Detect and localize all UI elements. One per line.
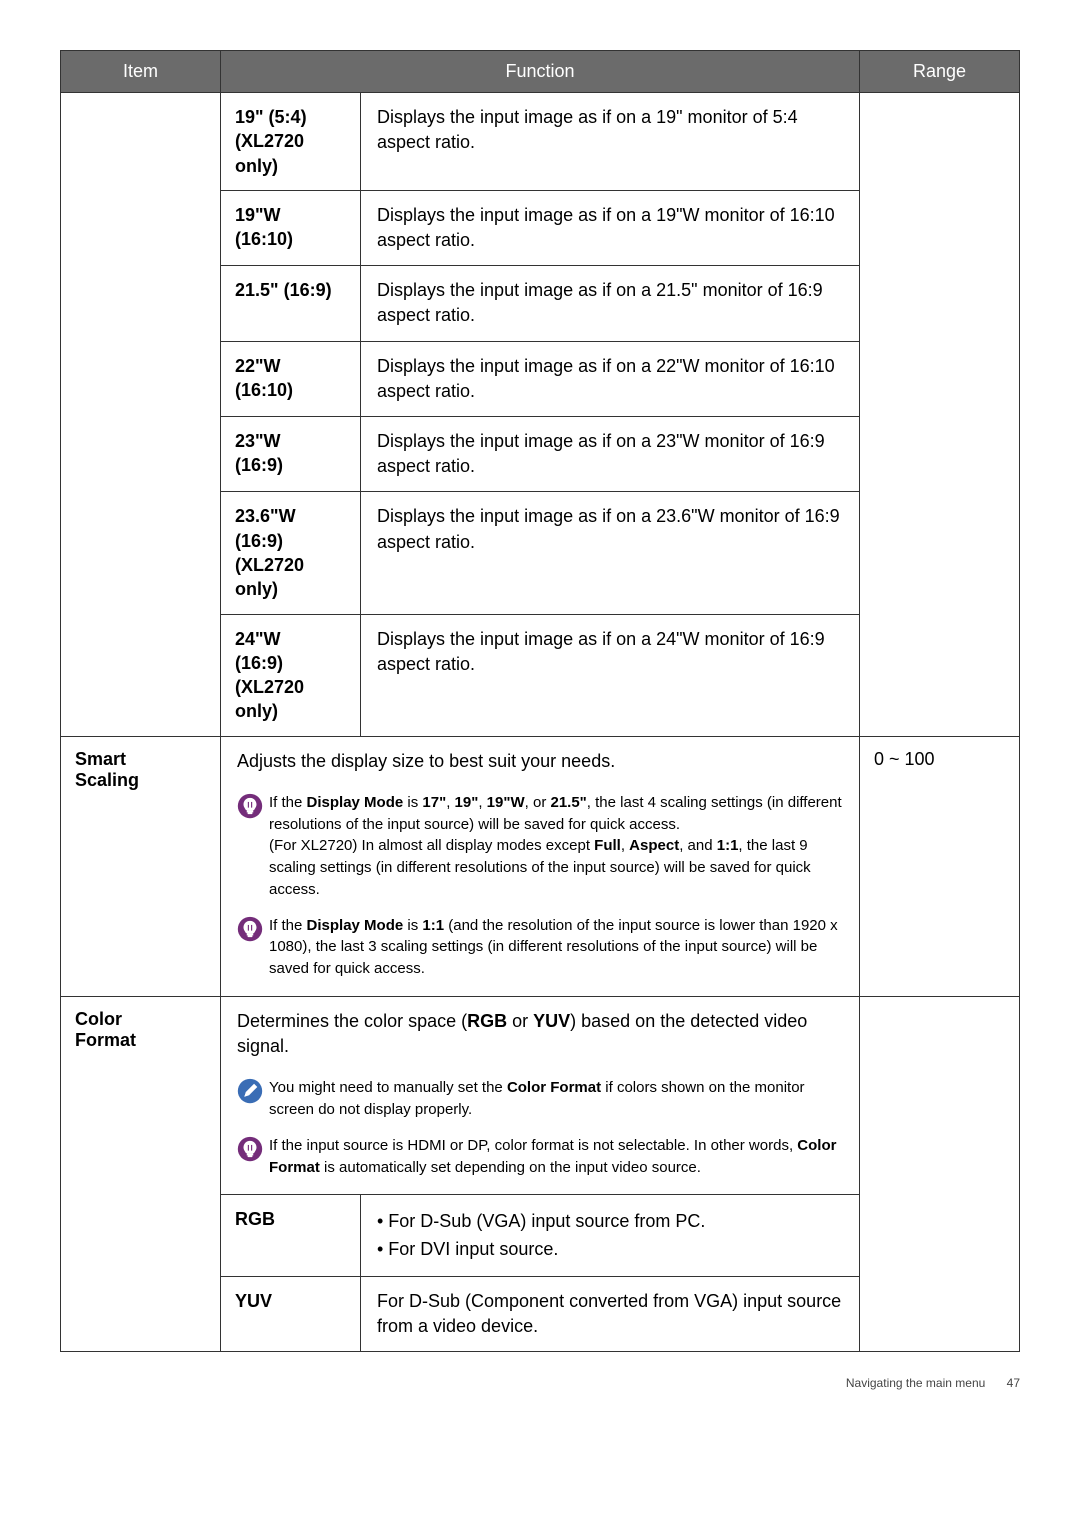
- mode-label: 19" (5:4)(XL2720 only): [221, 93, 361, 191]
- mode-label: 19"W(16:10): [221, 190, 361, 265]
- mode-label: 21.5" (16:9): [221, 266, 361, 341]
- smart-note-1: If the Display Mode is 17", 19", 19"W, o…: [237, 792, 843, 901]
- color-note-b: If the input source is HDMI or DP, color…: [237, 1135, 843, 1179]
- rgb-bullet-1: • For D-Sub (VGA) input source from PC.: [377, 1209, 843, 1234]
- range-cell-blank: [860, 93, 1020, 737]
- color-note-a: You might need to manually set the Color…: [237, 1077, 843, 1121]
- smart-note-1-text: If the Display Mode is 17", 19", 19"W, o…: [269, 792, 843, 901]
- item-smart-scaling: SmartScaling: [61, 736, 221, 996]
- rgb-desc: • For D-Sub (VGA) input source from PC. …: [361, 1195, 860, 1276]
- rgb-label: RGB: [221, 1195, 361, 1276]
- page-footer: Navigating the main menu 47: [60, 1376, 1020, 1390]
- color-note-a-text: You might need to manually set the Color…: [269, 1077, 843, 1121]
- mode-desc: Displays the input image as if on a 23"W…: [361, 417, 860, 492]
- lightbulb-icon: [237, 916, 263, 942]
- color-note-b-text: If the input source is HDMI or DP, color…: [269, 1135, 843, 1179]
- smart-note-2: If the Display Mode is 1:1 (and the reso…: [237, 915, 843, 980]
- color-format-intro: Determines the color space (RGB or YUV) …: [237, 1009, 843, 1063]
- mode-desc: Displays the input image as if on a 21.5…: [361, 266, 860, 341]
- smart-scaling-intro: Adjusts the display size to best suit yo…: [237, 749, 843, 778]
- header-function: Function: [221, 51, 860, 93]
- mode-label: 24"W(16:9)(XL2720 only): [221, 614, 361, 736]
- color-format-row: ColorFormat Determines the color space (…: [61, 996, 1020, 1194]
- color-format-function: Determines the color space (RGB or YUV) …: [221, 996, 860, 1194]
- pencil-icon: [237, 1078, 263, 1104]
- mode-label: 23"W(16:9): [221, 417, 361, 492]
- smart-note-2-text: If the Display Mode is 1:1 (and the reso…: [269, 915, 843, 980]
- header-range: Range: [860, 51, 1020, 93]
- mode-label: 22"W(16:10): [221, 341, 361, 416]
- header-item: Item: [61, 51, 221, 93]
- settings-table: Item Function Range 19" (5:4)(XL2720 onl…: [60, 50, 1020, 1352]
- smart-scaling-range: 0 ~ 100: [860, 736, 1020, 996]
- lightbulb-icon: [237, 793, 263, 819]
- mode-desc: Displays the input image as if on a 23.6…: [361, 492, 860, 614]
- mode-label: 23.6"W(16:9)(XL2720 only): [221, 492, 361, 614]
- footer-title: Navigating the main menu: [846, 1376, 985, 1390]
- smart-scaling-function: Adjusts the display size to best suit yo…: [221, 736, 860, 996]
- color-format-range: [860, 996, 1020, 1351]
- lightbulb-icon: [237, 1136, 263, 1162]
- mode-row: 19" (5:4)(XL2720 only)Displays the input…: [61, 93, 1020, 191]
- rgb-bullet-2: • For DVI input source.: [377, 1237, 843, 1262]
- item-color-format: ColorFormat: [61, 996, 221, 1351]
- table-header-row: Item Function Range: [61, 51, 1020, 93]
- smart-scaling-row: SmartScaling Adjusts the display size to…: [61, 736, 1020, 996]
- mode-desc: Displays the input image as if on a 19" …: [361, 93, 860, 191]
- mode-desc: Displays the input image as if on a 24"W…: [361, 614, 860, 736]
- item-cell-blank: [61, 93, 221, 737]
- mode-desc: Displays the input image as if on a 22"W…: [361, 341, 860, 416]
- yuv-label: YUV: [221, 1276, 361, 1351]
- yuv-desc: For D-Sub (Component converted from VGA)…: [361, 1276, 860, 1351]
- footer-page: 47: [1007, 1376, 1020, 1390]
- mode-desc: Displays the input image as if on a 19"W…: [361, 190, 860, 265]
